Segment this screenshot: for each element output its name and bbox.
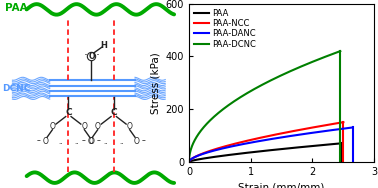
Text: O: O — [88, 136, 94, 146]
Text: –: – — [36, 136, 40, 146]
X-axis label: Strain (mm/mm): Strain (mm/mm) — [239, 182, 325, 188]
Text: ··: ·· — [119, 141, 124, 147]
Text: –: – — [82, 136, 85, 146]
Text: O: O — [127, 122, 133, 131]
Text: ·: · — [83, 49, 87, 62]
Text: PAA: PAA — [5, 3, 28, 14]
Text: ·: · — [96, 49, 100, 62]
Text: O: O — [88, 136, 93, 146]
Text: ··: ·· — [104, 141, 108, 147]
Text: –: – — [142, 136, 146, 146]
Text: O: O — [50, 122, 55, 131]
Text: ··: ·· — [58, 141, 63, 147]
Text: O: O — [81, 122, 87, 131]
Text: O: O — [95, 122, 101, 131]
Text: –: – — [97, 136, 101, 146]
Text: C: C — [110, 108, 117, 117]
Legend: PAA, PAA-NCC, PAA-DANC, PAA-DCNC: PAA, PAA-NCC, PAA-DANC, PAA-DCNC — [193, 8, 257, 49]
Text: O: O — [88, 52, 95, 61]
Text: O: O — [42, 136, 48, 146]
Y-axis label: Stress (kPa): Stress (kPa) — [150, 52, 160, 114]
Text: O: O — [134, 136, 140, 146]
Text: ··: ·· — [74, 141, 79, 147]
Text: C: C — [65, 108, 72, 117]
Text: H: H — [101, 41, 107, 50]
Text: DCNC: DCNC — [2, 84, 30, 93]
